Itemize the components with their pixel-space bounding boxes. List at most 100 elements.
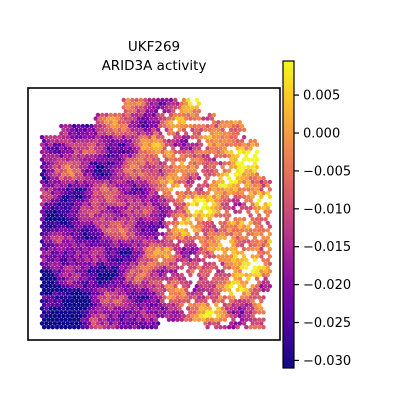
spot <box>153 190 159 196</box>
spot <box>108 149 114 155</box>
spot <box>69 149 75 155</box>
spot <box>179 280 184 285</box>
spot <box>226 123 232 129</box>
spot <box>261 205 266 211</box>
spot <box>239 317 245 322</box>
spot <box>125 97 131 103</box>
spot <box>203 313 208 319</box>
spot <box>250 239 255 244</box>
spot <box>252 138 258 144</box>
spot <box>239 205 245 211</box>
spot <box>91 298 96 304</box>
spot <box>80 235 86 240</box>
spot <box>257 220 262 226</box>
spot <box>123 205 128 211</box>
spot <box>91 231 96 237</box>
spot <box>181 120 187 125</box>
spot <box>50 190 55 196</box>
spot <box>87 127 92 132</box>
spot <box>173 276 178 281</box>
spot <box>231 265 236 270</box>
spot <box>205 325 210 330</box>
spot <box>257 198 262 203</box>
spot <box>252 161 258 166</box>
spot <box>155 306 161 311</box>
spot <box>50 310 55 315</box>
spot <box>246 142 251 147</box>
spot <box>231 183 236 188</box>
spot <box>110 310 116 315</box>
spot <box>125 246 131 252</box>
spot <box>175 287 180 293</box>
spot <box>171 317 176 322</box>
spot <box>235 228 240 233</box>
spot <box>134 284 139 289</box>
spot <box>235 243 240 248</box>
spot <box>177 112 182 118</box>
spot <box>59 198 64 203</box>
spot <box>239 123 245 129</box>
spot <box>108 202 114 207</box>
spot <box>164 97 169 103</box>
spot <box>80 243 86 248</box>
spot <box>186 313 191 319</box>
spot <box>192 116 197 121</box>
spot <box>254 164 260 170</box>
spot <box>233 164 238 170</box>
spot <box>44 239 49 244</box>
spot <box>250 284 255 289</box>
spot <box>186 105 191 110</box>
spot <box>267 284 273 289</box>
spot <box>198 149 204 155</box>
spot <box>39 217 45 222</box>
spot <box>130 202 135 207</box>
spot <box>248 220 253 226</box>
spot <box>46 205 51 211</box>
spot <box>220 246 225 252</box>
spot <box>82 179 88 185</box>
spot <box>82 298 88 304</box>
spot <box>136 302 141 307</box>
spot <box>198 246 204 252</box>
spot <box>203 321 208 326</box>
spot <box>91 142 96 147</box>
spot <box>181 217 187 222</box>
spot <box>143 172 148 177</box>
spot <box>226 272 232 278</box>
spot <box>65 276 71 281</box>
spot <box>72 168 77 173</box>
spot <box>132 235 137 240</box>
spot <box>214 198 219 203</box>
spot <box>209 116 215 121</box>
spot <box>119 176 124 181</box>
spot <box>127 220 133 226</box>
spot <box>140 183 146 188</box>
spot <box>220 127 225 132</box>
spot <box>130 97 135 103</box>
spot <box>254 179 260 185</box>
spot <box>67 161 73 166</box>
spot <box>140 295 146 300</box>
spot <box>89 220 94 226</box>
spot <box>224 306 230 311</box>
spot <box>119 243 124 248</box>
spot <box>196 257 202 263</box>
spot <box>104 172 109 177</box>
spot <box>74 172 79 177</box>
spot <box>192 109 197 114</box>
spot <box>181 291 187 296</box>
spot <box>78 239 83 244</box>
spot <box>67 176 73 181</box>
spot <box>50 250 55 255</box>
spot <box>39 172 45 177</box>
spot <box>67 190 73 196</box>
spot <box>254 254 260 259</box>
spot <box>229 298 234 304</box>
spot <box>248 228 253 233</box>
spot <box>48 187 53 192</box>
spot <box>93 190 98 196</box>
spot <box>226 168 232 173</box>
colorbar-tick-label: −0.015 <box>303 240 351 255</box>
spot <box>252 257 258 263</box>
spot <box>153 302 159 307</box>
